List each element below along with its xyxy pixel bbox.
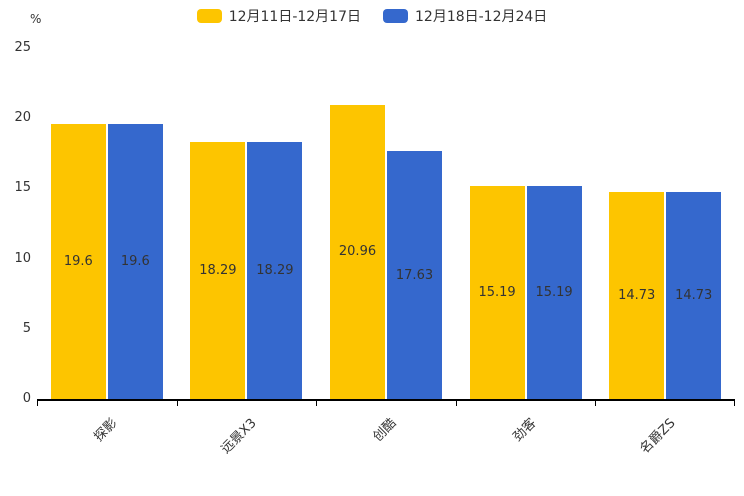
bar-value-label: 18.29: [199, 263, 237, 279]
y-tick-label: 5: [22, 320, 31, 336]
bar-value-label: 14.73: [675, 288, 713, 304]
x-axis-labels: 探影 远景X3 创酷 劲客 名爵ZS: [37, 407, 735, 487]
bar[interactable]: 15.19: [526, 185, 582, 399]
y-tick-label: 10: [14, 250, 31, 266]
x-axis-tick: [37, 401, 38, 406]
y-tick-label: 0: [22, 391, 31, 406]
legend-label: 12月11日-12月17日: [228, 9, 361, 25]
legend: 12月11日-12月17日 12月18日-12月24日: [0, 6, 744, 26]
bar-value-label: 18.29: [256, 263, 294, 279]
bar-value-label: 19.6: [120, 253, 150, 269]
bar[interactable]: 15.19: [469, 185, 525, 399]
x-tick-label: 劲客: [510, 415, 540, 445]
legend-item-week2[interactable]: 12月18日-12月24日: [383, 6, 547, 26]
x-axis-tick: [316, 401, 317, 406]
legend-label: 12月18日-12月24日: [415, 9, 548, 25]
plot-area: 19.6 19.6 18.29 18.29 20.96 17.63 15.19 15.19 14…: [37, 48, 735, 401]
x-axis-tick: [595, 401, 596, 406]
bar[interactable]: 18.29: [247, 142, 303, 399]
bar-value-label: 20.96: [338, 244, 377, 260]
bar[interactable]: 14.73: [609, 192, 665, 399]
x-axis-tick: [734, 401, 735, 406]
bar[interactable]: 19.6: [50, 123, 106, 399]
y-tick-label: 15: [14, 180, 31, 196]
y-tick-label: 25: [14, 40, 31, 55]
bar[interactable]: 17.63: [387, 151, 442, 399]
y-axis-unit-label: %: [30, 12, 42, 26]
legend-swatch-yellow: [196, 9, 222, 23]
bar-value-label: 19.6: [63, 253, 93, 269]
bar-value-label: 14.73: [618, 288, 656, 304]
legend-swatch-blue: [383, 9, 408, 23]
legend-item-week1[interactable]: 12月11日-12月17日: [196, 6, 361, 26]
bar-value-label: 15.19: [535, 284, 573, 300]
x-tick-label: 名爵ZS: [637, 415, 679, 457]
bar-value-label: 15.19: [478, 284, 516, 300]
bar[interactable]: 18.29: [190, 142, 246, 399]
x-axis-ticks: [37, 401, 735, 407]
x-axis-tick: [177, 401, 178, 406]
bar-value-label: 17.63: [395, 267, 434, 283]
y-axis-tick-labels: 0 5 10 15 20 25: [0, 40, 31, 406]
bar[interactable]: 14.73: [666, 192, 722, 399]
bar[interactable]: 19.6: [107, 123, 163, 399]
x-axis-tick: [456, 401, 457, 406]
y-tick-label: 20: [14, 110, 31, 126]
x-tick-label: 创酷: [370, 415, 400, 445]
bar[interactable]: 20.96: [330, 104, 385, 399]
x-tick-label: 探影: [91, 415, 121, 445]
x-tick-label: 远景X3: [218, 415, 260, 457]
